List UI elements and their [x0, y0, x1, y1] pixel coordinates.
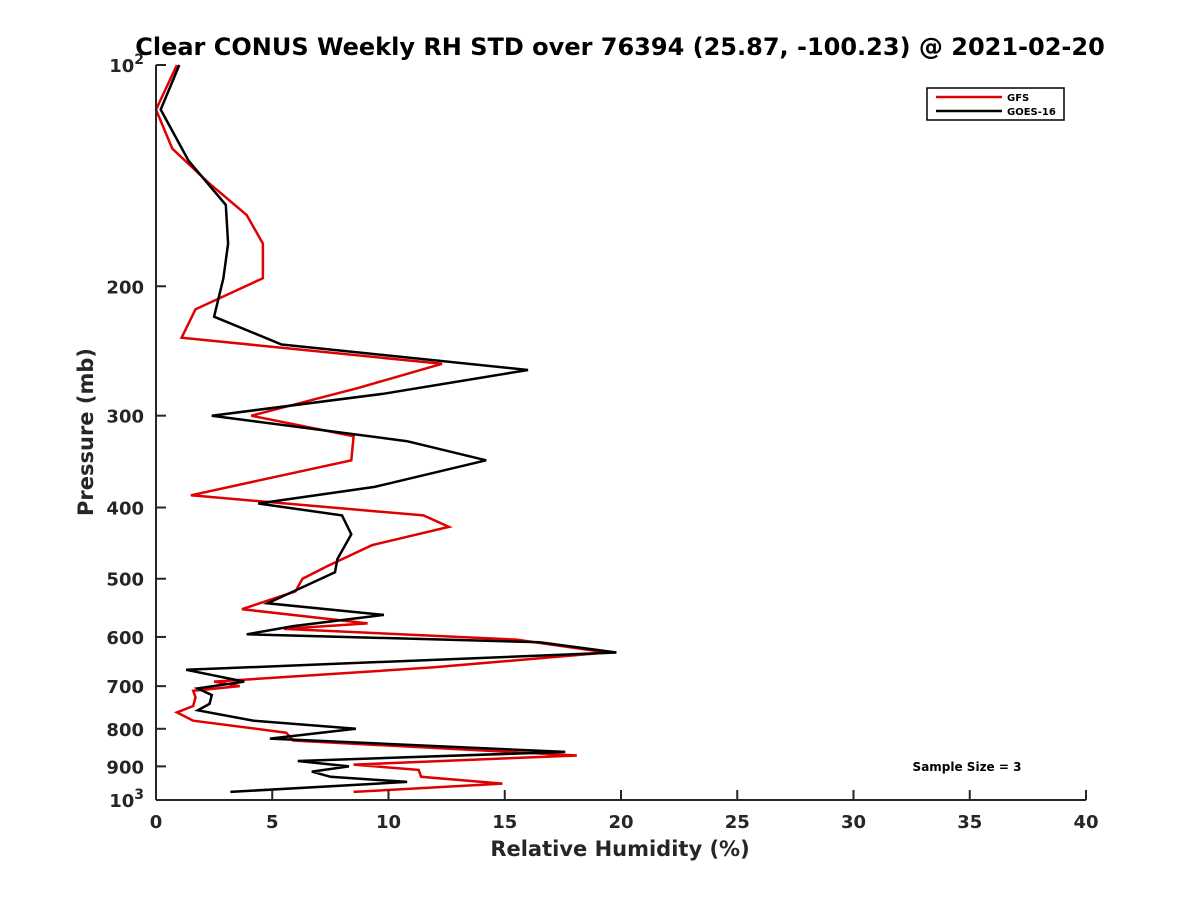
x-tick-label-10: 10 [376, 812, 401, 833]
x-tick-label-35: 35 [957, 812, 982, 833]
legend-label-gfs: GFS [1007, 93, 1029, 104]
y-tick-label-900: 900 [106, 757, 144, 778]
y-tick-label-1000: 103 [109, 787, 144, 812]
series-line-gfs [154, 64, 608, 794]
x-tick-label-25: 25 [725, 812, 750, 833]
ticks-layer: 0 5 10 15 20 25 30 35 40 102 200 300 400 500 600 700 800… [106, 52, 1098, 833]
chart-title: Clear CONUS Weekly RH STD over 76394 (25… [135, 33, 1105, 61]
legend-box [926, 87, 1065, 121]
y-tick-label-600: 600 [106, 628, 144, 649]
x-tick-label-0: 0 [150, 812, 163, 833]
y-tick-label-200: 200 [106, 277, 144, 298]
sample-size-annotation: Sample Size = 3 [913, 760, 1022, 774]
y-tick-label-700: 700 [106, 677, 144, 698]
x-tick-label-40: 40 [1073, 812, 1098, 833]
x-tick-label-5: 5 [266, 812, 279, 833]
legend-label-goes-16: GOES-16 [1007, 107, 1056, 118]
y-tick-label-100: 102 [109, 52, 144, 77]
y-tick-label-400: 400 [106, 499, 144, 520]
x-tick-label-15: 15 [492, 812, 517, 833]
x-axis-label: Relative Humidity (%) [490, 837, 749, 861]
x-tick-label-20: 20 [608, 812, 633, 833]
y-tick-label-500: 500 [106, 570, 144, 591]
y-axis-label: Pressure (mb) [74, 348, 98, 516]
y-tick-label-800: 800 [106, 720, 144, 741]
series-line-goes-16 [159, 64, 617, 794]
x-tick-label-30: 30 [841, 812, 866, 833]
legend: GFS GOES-16 [926, 87, 1065, 121]
series-layer [154, 64, 617, 794]
y-tick-label-300: 300 [106, 407, 144, 428]
